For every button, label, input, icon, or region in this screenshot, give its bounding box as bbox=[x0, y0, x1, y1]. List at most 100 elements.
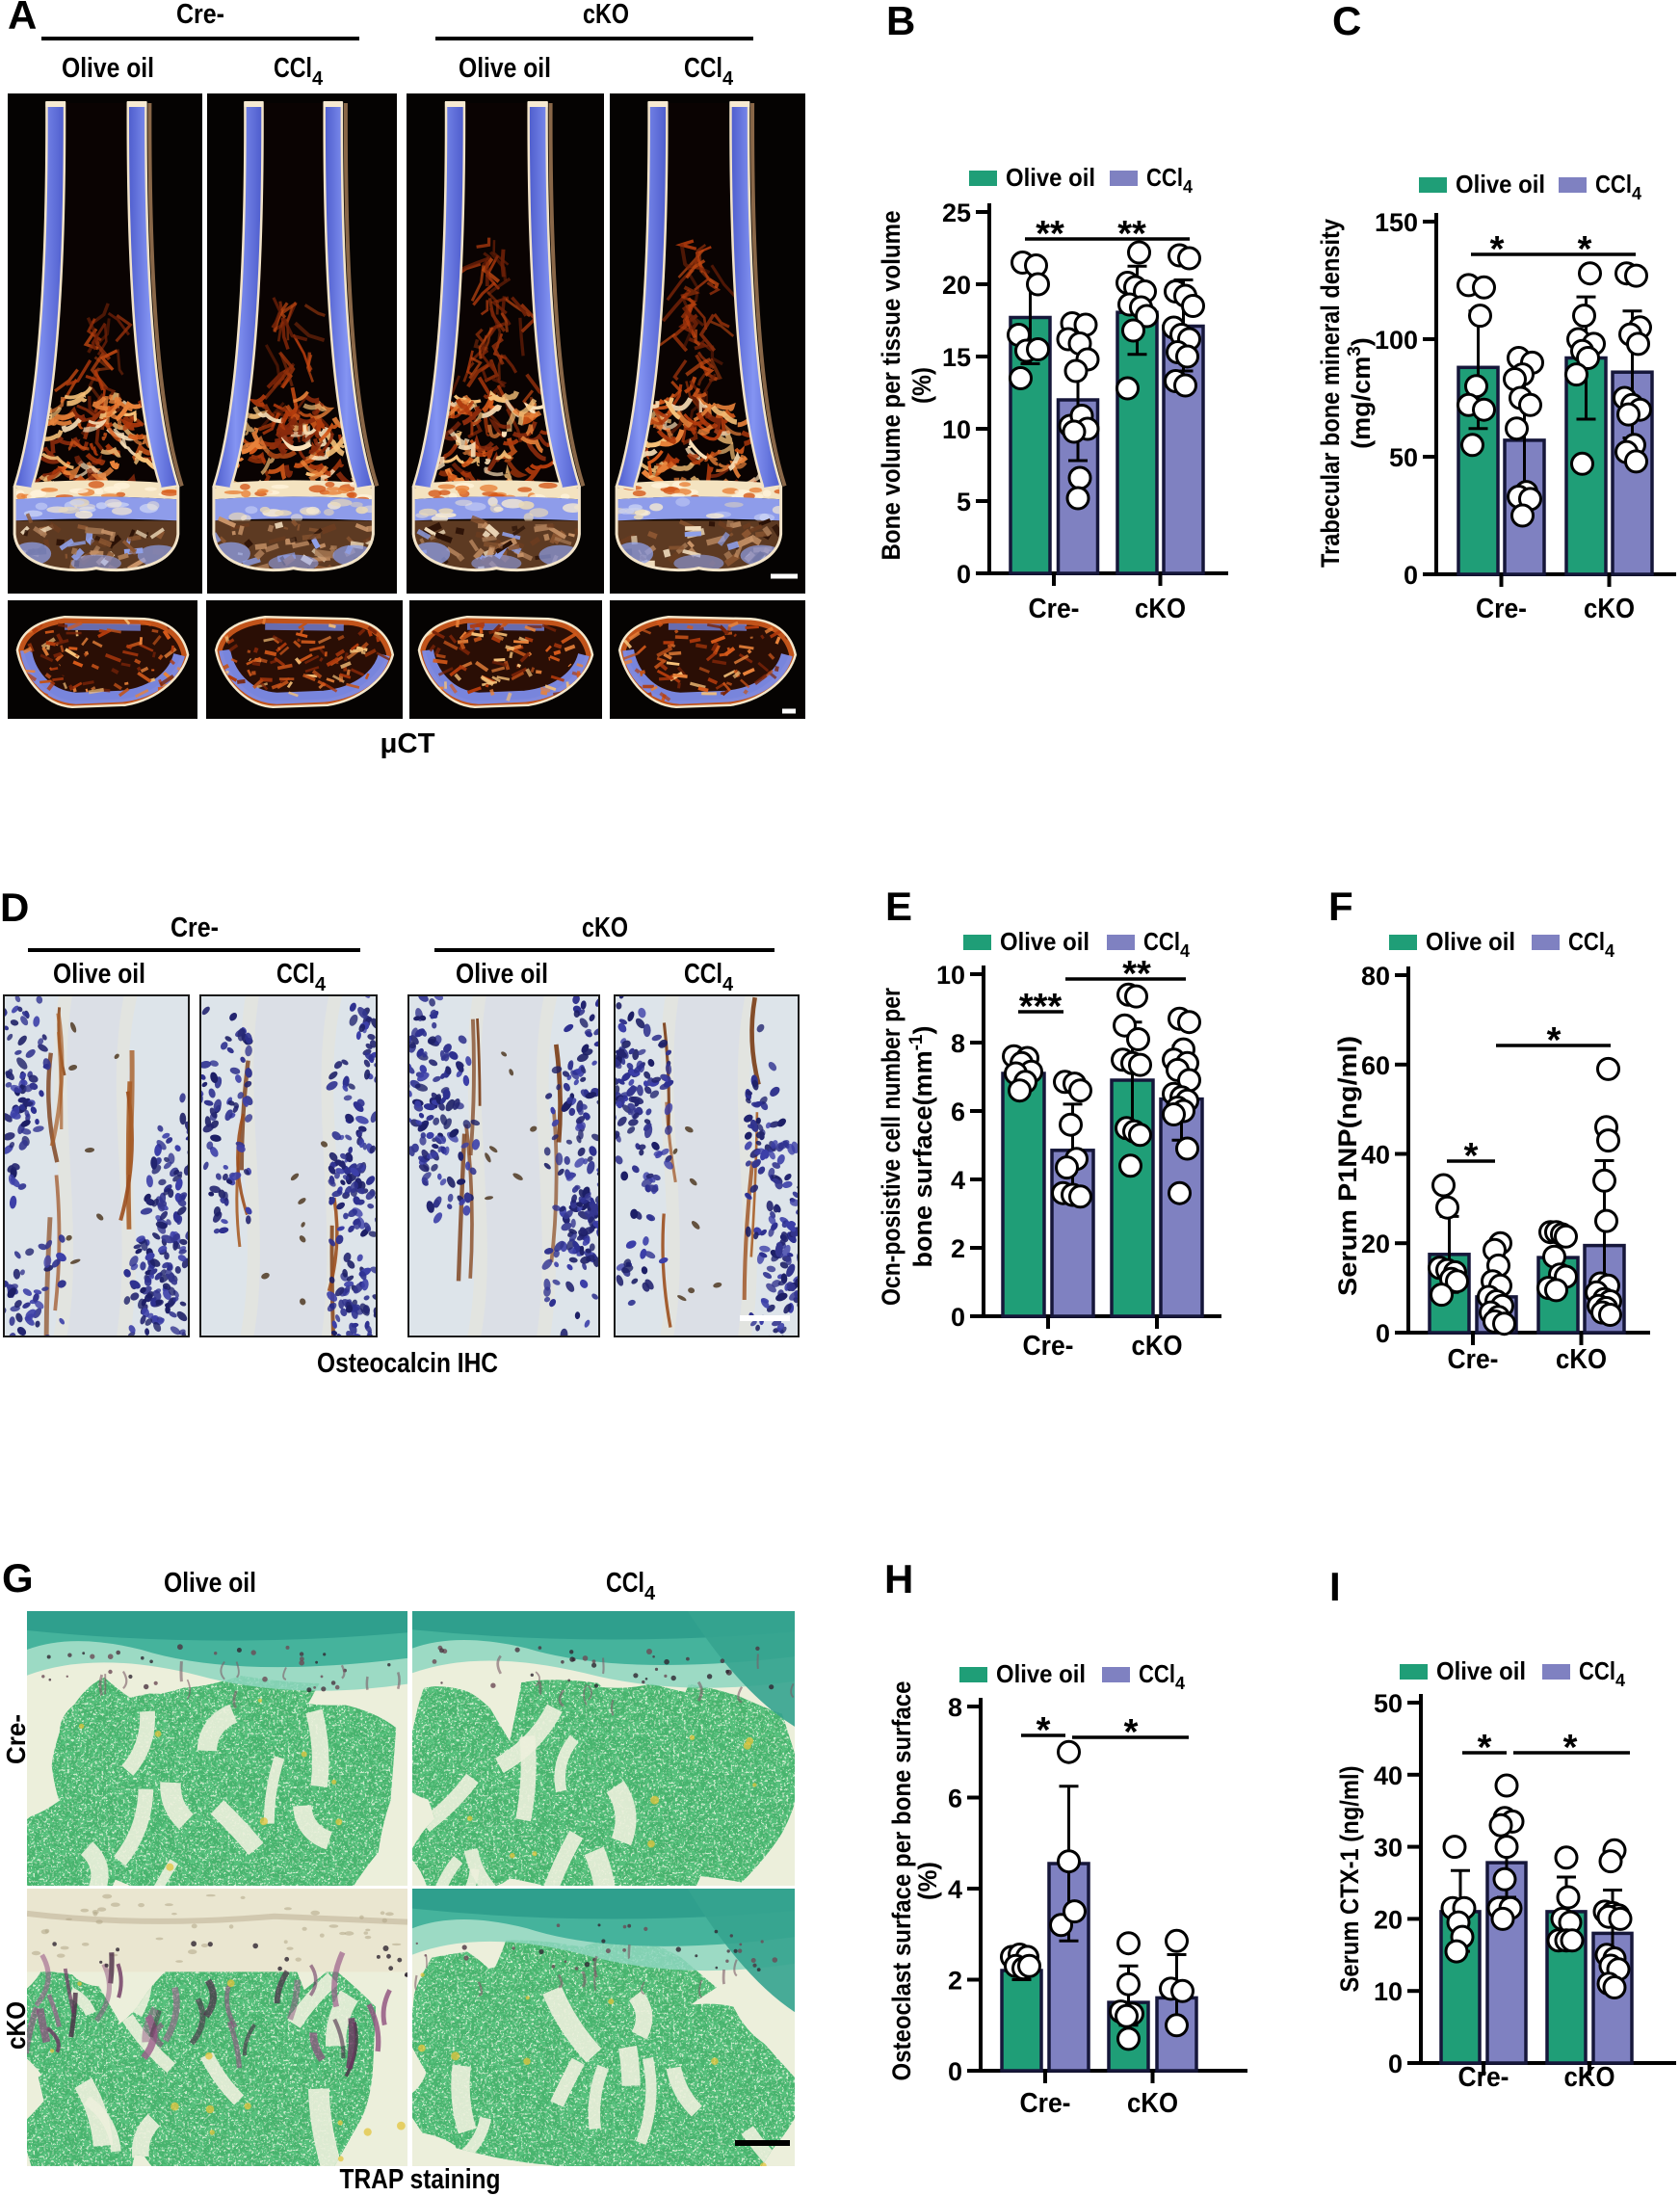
svg-text:2: 2 bbox=[948, 1967, 962, 1996]
svg-text:Serum CTX-1 (ng/ml): Serum CTX-1 (ng/ml) bbox=[1335, 1766, 1364, 1993]
svg-text:cKO: cKO bbox=[583, 0, 629, 30]
svg-text:*: * bbox=[1547, 1020, 1562, 1061]
svg-text:*: * bbox=[1464, 1136, 1479, 1177]
svg-text:CCl4: CCl4 bbox=[1579, 1656, 1625, 1690]
svg-text:*: * bbox=[1124, 1712, 1139, 1753]
svg-text:***: *** bbox=[1019, 987, 1063, 1027]
svg-text:I: I bbox=[1329, 1564, 1341, 1609]
svg-text:Cre-: Cre- bbox=[171, 913, 219, 943]
svg-text:cKO: cKO bbox=[1, 2001, 31, 2050]
svg-text:(%): (%) bbox=[907, 367, 936, 404]
svg-text:20: 20 bbox=[1374, 1905, 1403, 1934]
svg-text:30: 30 bbox=[1374, 1834, 1403, 1863]
svg-text:cKO: cKO bbox=[582, 913, 628, 943]
svg-text:2: 2 bbox=[951, 1234, 965, 1263]
svg-text:50: 50 bbox=[1389, 443, 1418, 472]
svg-text:E: E bbox=[885, 884, 912, 929]
svg-text:10: 10 bbox=[942, 415, 971, 444]
svg-text:100: 100 bbox=[1375, 326, 1418, 355]
svg-text:Olive oil: Olive oil bbox=[1436, 1656, 1526, 1685]
svg-text:A: A bbox=[8, 0, 37, 38]
svg-text:H: H bbox=[884, 1556, 913, 1601]
svg-text:Olive oil: Olive oil bbox=[456, 959, 548, 990]
svg-text:F: F bbox=[1328, 884, 1353, 929]
svg-text:Trabecular bone mineral densit: Trabecular bone mineral density bbox=[1316, 219, 1345, 568]
svg-text:0: 0 bbox=[1404, 561, 1418, 590]
svg-text:Ocn-posistive cell number per: Ocn-posistive cell number per bbox=[877, 988, 906, 1306]
svg-text:10: 10 bbox=[936, 961, 965, 990]
svg-text:6: 6 bbox=[951, 1098, 965, 1126]
svg-text:Cre-: Cre- bbox=[1, 1714, 31, 1764]
svg-text:150: 150 bbox=[1375, 208, 1418, 237]
svg-text:(%): (%) bbox=[913, 1862, 942, 1900]
svg-text:20: 20 bbox=[1361, 1230, 1390, 1258]
svg-text:80: 80 bbox=[1361, 962, 1390, 991]
svg-text:cKO: cKO bbox=[1132, 1331, 1183, 1362]
svg-text:*: * bbox=[1037, 1710, 1051, 1751]
svg-text:40: 40 bbox=[1374, 1761, 1403, 1790]
svg-text:Osteoclast surface per bone su: Osteoclast surface per bone surface bbox=[887, 1681, 916, 2081]
svg-text:Olive oil: Olive oil bbox=[62, 53, 154, 84]
svg-text:Olive oil: Olive oil bbox=[1426, 927, 1515, 956]
svg-text:50: 50 bbox=[1374, 1689, 1403, 1718]
svg-text:Serum P1NP(ng/ml): Serum P1NP(ng/ml) bbox=[1333, 1036, 1362, 1296]
svg-text:0: 0 bbox=[1388, 2050, 1403, 2078]
svg-text:*: * bbox=[1578, 229, 1592, 270]
svg-text:Olive oil: Olive oil bbox=[1000, 927, 1089, 956]
svg-text:cKO: cKO bbox=[1584, 594, 1635, 624]
svg-text:TRAP staining: TRAP staining bbox=[340, 2164, 501, 2195]
svg-text:*: * bbox=[1478, 1728, 1492, 1768]
svg-text:6: 6 bbox=[948, 1785, 962, 1813]
svg-text:CCl4: CCl4 bbox=[606, 1568, 656, 1604]
svg-text:G: G bbox=[2, 1555, 34, 1601]
svg-text:CCl4: CCl4 bbox=[1595, 170, 1641, 203]
svg-text:Olive oil: Olive oil bbox=[459, 53, 551, 84]
svg-text:*: * bbox=[1563, 1728, 1578, 1768]
svg-text:CCl4: CCl4 bbox=[684, 959, 734, 995]
svg-text:B: B bbox=[886, 0, 915, 43]
svg-text:40: 40 bbox=[1361, 1141, 1390, 1170]
svg-text:cKO: cKO bbox=[1127, 2088, 1178, 2119]
svg-text:4: 4 bbox=[948, 1875, 962, 1904]
svg-text:Olive oil: Olive oil bbox=[1456, 170, 1545, 198]
svg-text:Olive oil: Olive oil bbox=[164, 1568, 256, 1599]
svg-text:CCl4: CCl4 bbox=[1143, 927, 1190, 961]
svg-text:cKO: cKO bbox=[1135, 594, 1186, 624]
svg-text:bone surface(mm-1): bone surface(mm-1) bbox=[906, 1026, 937, 1268]
svg-text:Cre-: Cre- bbox=[1458, 2062, 1509, 2093]
svg-text:cKO: cKO bbox=[1564, 2062, 1615, 2093]
svg-text:5: 5 bbox=[957, 488, 971, 516]
svg-text:**: ** bbox=[1122, 954, 1151, 994]
svg-text:0: 0 bbox=[957, 560, 971, 589]
svg-text:Olive oil: Olive oil bbox=[1006, 163, 1095, 192]
svg-text:10: 10 bbox=[1374, 1977, 1403, 2006]
svg-text:μCT: μCT bbox=[381, 728, 435, 759]
svg-text:4: 4 bbox=[951, 1166, 965, 1195]
svg-text:8: 8 bbox=[951, 1029, 965, 1058]
svg-text:Bone volume per tissue volume: Bone volume per tissue volume bbox=[877, 211, 906, 561]
svg-text:CCl4: CCl4 bbox=[684, 53, 734, 90]
svg-text:**: ** bbox=[1036, 214, 1064, 254]
svg-text:8: 8 bbox=[948, 1693, 962, 1722]
svg-text:0: 0 bbox=[951, 1303, 965, 1332]
svg-text:Osteocalcin IHC: Osteocalcin IHC bbox=[317, 1348, 498, 1379]
svg-text:**: ** bbox=[1117, 214, 1146, 254]
svg-text:0: 0 bbox=[1376, 1319, 1390, 1348]
svg-text:CCl4: CCl4 bbox=[274, 53, 324, 90]
svg-text:CCl4: CCl4 bbox=[1568, 927, 1614, 961]
svg-text:cKO: cKO bbox=[1556, 1344, 1607, 1375]
svg-text:Olive oil: Olive oil bbox=[996, 1659, 1086, 1688]
svg-text:C: C bbox=[1332, 0, 1361, 43]
svg-text:Cre-: Cre- bbox=[1023, 1331, 1074, 1362]
svg-text:CCl4: CCl4 bbox=[276, 959, 327, 995]
svg-text:D: D bbox=[0, 885, 29, 930]
svg-text:CCl4: CCl4 bbox=[1139, 1659, 1185, 1693]
svg-text:CCl4: CCl4 bbox=[1146, 163, 1193, 197]
svg-text:25: 25 bbox=[942, 198, 971, 227]
svg-text:15: 15 bbox=[942, 343, 971, 372]
svg-text:0: 0 bbox=[948, 2057, 962, 2086]
svg-text:Cre-: Cre- bbox=[1476, 594, 1527, 624]
svg-text:*: * bbox=[1490, 229, 1505, 270]
svg-text:Cre-: Cre- bbox=[1020, 2088, 1071, 2119]
svg-text:60: 60 bbox=[1361, 1051, 1390, 1080]
